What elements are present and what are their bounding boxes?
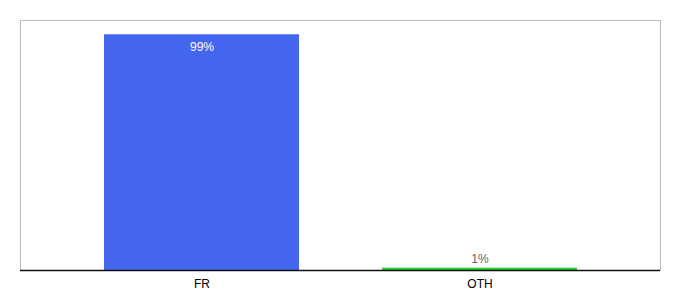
svg-text:99%: 99% [190, 40, 214, 54]
svg-text:1%: 1% [471, 252, 489, 266]
svg-text:OTH: OTH [467, 277, 492, 291]
svg-text:FR: FR [194, 277, 210, 291]
